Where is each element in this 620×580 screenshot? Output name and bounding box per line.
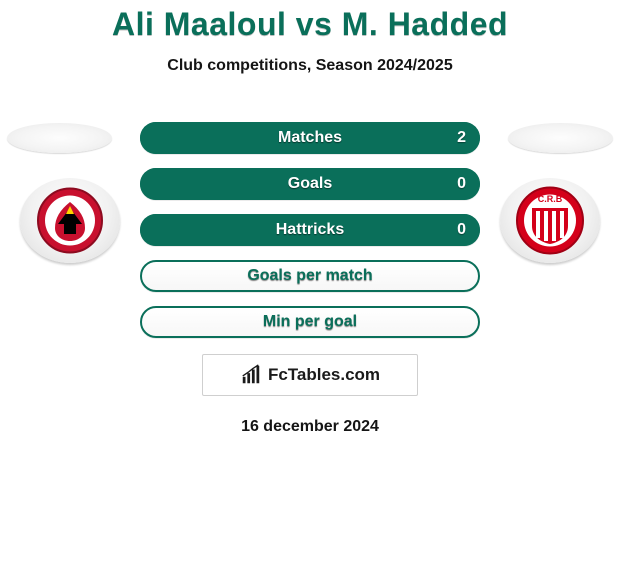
stat-row: Hattricks 0 xyxy=(140,214,480,246)
stat-row: Min per goal xyxy=(140,306,480,338)
club-right-badge: C.R.B xyxy=(500,178,600,263)
club-left-crest-icon xyxy=(20,178,120,263)
stat-content: Goals xyxy=(142,170,478,198)
stat-value-right: 0 xyxy=(457,216,466,244)
footer-date: 16 december 2024 xyxy=(0,418,620,436)
stat-row: Goals 0 xyxy=(140,168,480,200)
brand-box: FcTables.com xyxy=(202,354,418,396)
svg-text:C.R.B: C.R.B xyxy=(538,194,563,204)
stat-row: Goals per match xyxy=(140,260,480,292)
stat-label: Matches xyxy=(278,129,342,147)
stat-content: Min per goal xyxy=(142,308,478,336)
player-left-placeholder xyxy=(7,123,112,153)
stat-label: Goals xyxy=(288,175,332,193)
page-subtitle: Club competitions, Season 2024/2025 xyxy=(0,57,620,75)
stat-label: Min per goal xyxy=(263,313,357,331)
club-left-badge xyxy=(20,178,120,263)
player-right-placeholder xyxy=(508,123,613,153)
brand-text: FcTables.com xyxy=(268,365,380,385)
stat-row: Matches 2 xyxy=(140,122,480,154)
stat-value-right: 0 xyxy=(457,170,466,198)
page-title: Ali Maaloul vs M. Hadded xyxy=(0,6,620,43)
stats-container: Matches 2 Goals 0 Hattricks 0 Goals per match M… xyxy=(140,122,480,352)
stat-content: Goals per match xyxy=(142,262,478,290)
chart-icon xyxy=(240,364,262,386)
stat-content: Hattricks xyxy=(142,216,478,244)
stat-label: Hattricks xyxy=(276,221,344,239)
club-right-crest-icon: C.R.B xyxy=(500,178,600,263)
header-block: Ali Maaloul vs M. Hadded Club competitio… xyxy=(0,0,620,75)
stat-content: Matches xyxy=(142,124,478,152)
footer-block: FcTables.com 16 december 2024 xyxy=(0,354,620,436)
stat-value-right: 2 xyxy=(457,124,466,152)
stat-label: Goals per match xyxy=(247,267,372,285)
